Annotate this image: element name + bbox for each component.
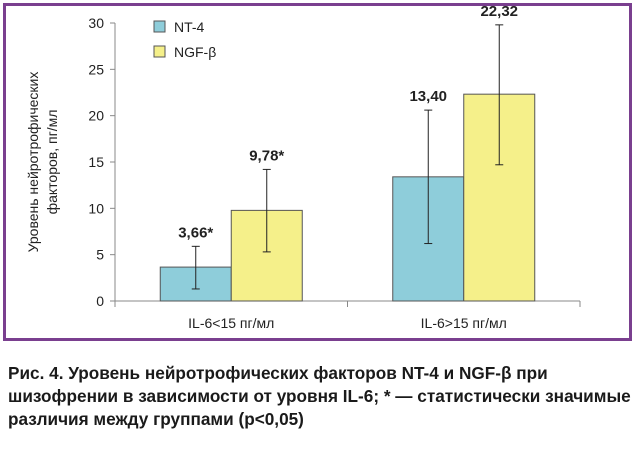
figure-caption: Рис. 4. Уровень нейротрофических факторо… [8,363,631,429]
legend: NT-4 NGF-β [153,19,216,60]
y-tick-label: 5 [96,247,104,263]
legend-label: NT-4 [174,19,205,35]
y-tick-label: 20 [88,108,104,124]
data-label: 22,32 [480,3,518,20]
y-axis-label-line: Уровень нейротрофических [25,72,41,253]
y-tick-label: 10 [88,200,104,216]
data-label: 13,40 [409,88,447,105]
y-tick-label: 15 [88,154,104,170]
x-tick-label: IL-6>15 пг/мл [421,315,507,331]
bar-chart: Уровень нейротрофических факторов, пг/мл … [25,3,581,331]
legend-swatch [153,45,166,58]
y-tick-label: 30 [88,15,104,31]
data-label: 9,78* [249,147,284,164]
y-tick-label: 25 [88,61,104,77]
legend-label: NGF-β [174,44,216,60]
y-axis-label: Уровень нейротрофических факторов, пг/мл [25,72,60,253]
y-axis-label-line: факторов, пг/мл [44,110,60,215]
bars: 3,66* 13,40 9,78* 22,32 [159,3,536,302]
legend-swatch [153,20,166,33]
y-tick-label: 0 [96,293,104,309]
x-tick-label: IL-6<15 пг/мл [188,315,274,331]
data-label: 3,66* [178,224,213,241]
